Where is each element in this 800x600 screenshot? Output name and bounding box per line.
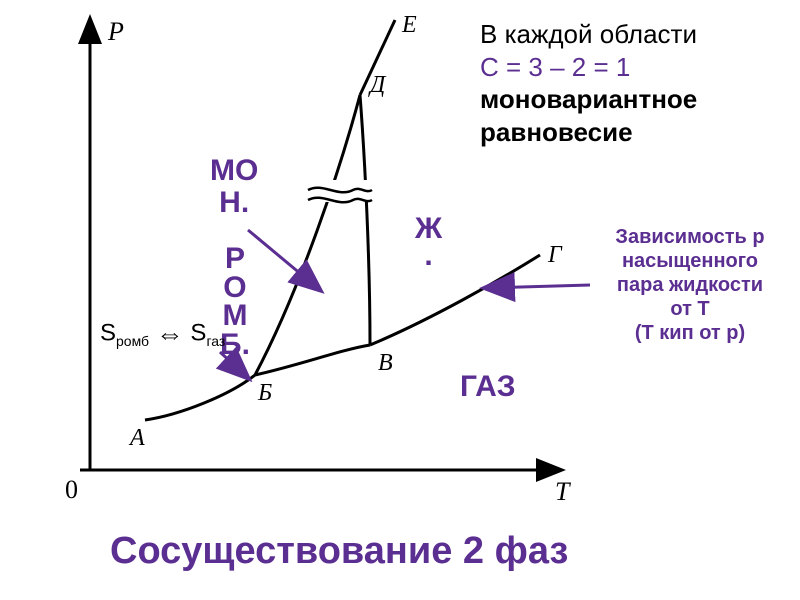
right-note-line1: Зависимость р	[590, 225, 790, 249]
region-zh-line2: .	[424, 239, 432, 272]
y-axis-label: P	[107, 17, 124, 46]
curve-B-D	[255, 95, 360, 375]
top-right-text: В каждой области С = 3 – 2 = 1 моновариа…	[480, 18, 697, 148]
top-right-line2: С = 3 – 2 = 1	[480, 51, 697, 84]
origin-label: 0	[65, 475, 78, 504]
point-E-label: Е	[401, 12, 417, 38]
x-axis-label: T	[555, 477, 571, 506]
axis-break-mark	[308, 180, 372, 202]
arrow-mon-to-curve	[248, 230, 320, 290]
bottom-title: Сосуществование 2 фаз	[110, 530, 568, 573]
region-label-zh: Ж .	[415, 215, 442, 269]
arrow-note-to-curve	[485, 285, 590, 288]
equilibrium-label: Sромб ⇔ Sгаз	[100, 318, 225, 350]
right-note-text: Зависимость р насыщенного пара жидкости …	[590, 225, 790, 345]
curve-V-D	[360, 95, 370, 345]
point-G-label: Г	[547, 242, 563, 268]
right-note-line2: насыщенного	[590, 249, 790, 273]
top-right-line4: равновесие	[480, 116, 697, 149]
curve-V-G	[370, 255, 540, 345]
region-label-gas: ГАЗ	[460, 370, 516, 404]
eq-s-romb-sub: ромб	[116, 333, 149, 349]
region-label-mon: МО Н.	[210, 155, 258, 218]
right-note-line5: (Т кип от р)	[590, 321, 790, 345]
eq-s-romb: S	[100, 319, 116, 346]
curve-B-V	[255, 345, 370, 375]
eq-arrow-symbol: ⇔	[156, 318, 184, 349]
point-V-label: В	[378, 350, 393, 376]
top-right-line3: моновариантное	[480, 83, 697, 116]
point-D-label: Д	[368, 72, 387, 98]
curve-A-B	[145, 375, 255, 420]
phase-diagram-canvas: P T 0 А Б В Г Д Е МО Н. Р О М Б. Ж . ГАЗ…	[0, 0, 800, 600]
top-right-line1: В каждой области	[480, 18, 697, 51]
eq-s-gas: S	[190, 319, 206, 346]
point-A-label: А	[128, 425, 145, 451]
right-note-line4: от Т	[590, 297, 790, 321]
eq-s-gas-sub: газ	[206, 333, 225, 349]
region-mon-line1: МО	[210, 154, 258, 187]
point-B-label: Б	[257, 380, 272, 406]
right-note-line3: пара жидкости	[590, 273, 790, 297]
region-mon-line2: Н.	[219, 186, 249, 219]
